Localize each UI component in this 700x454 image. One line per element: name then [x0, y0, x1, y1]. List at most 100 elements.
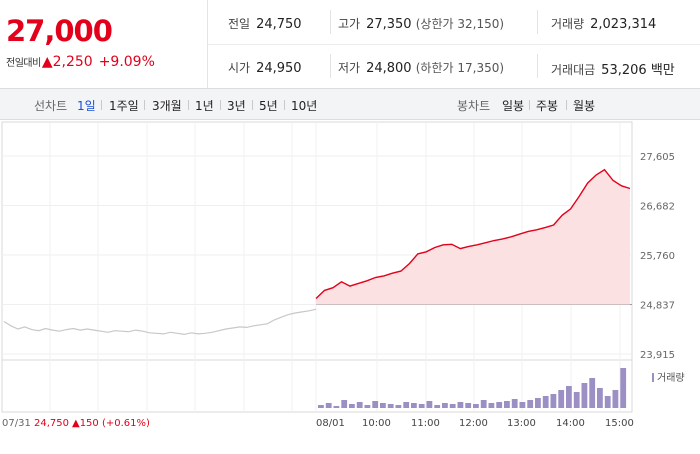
volume-bar	[426, 401, 433, 408]
tab-1d[interactable]: 1일	[77, 99, 96, 113]
tab-daily-candle[interactable]: 일봉	[502, 99, 525, 113]
divider	[529, 100, 530, 110]
x-tick-label: 12:00	[459, 418, 488, 429]
stat-value: 27,350	[366, 17, 412, 32]
change-row: 전일대비▲2,250 +9.09%	[6, 54, 155, 70]
lower-limit: (하한가 17,350)	[415, 61, 505, 75]
change-amount: 2,250	[52, 54, 93, 70]
volume-bar	[387, 404, 394, 408]
stat-value: 24,750	[256, 17, 302, 32]
volume-bar	[380, 403, 386, 408]
stat-label: 전일	[228, 17, 251, 31]
tab-3m[interactable]: 3개월	[152, 99, 182, 113]
volume-bar	[581, 383, 588, 408]
upper-limit: (상한가 32,150)	[415, 17, 505, 31]
stock-summary: 27,000 전일대비▲2,250 +9.09% 전일 24,750 고가 27,35…	[0, 0, 700, 88]
tab-5y[interactable]: 5년	[259, 99, 278, 113]
up-arrow-icon: ▲	[41, 54, 53, 70]
prev-day-close: 24,750	[34, 418, 69, 429]
volume-bar	[349, 404, 355, 408]
volume-bar	[341, 400, 348, 408]
plot-frame	[1, 121, 633, 413]
tab-1y[interactable]: 1년	[195, 99, 214, 113]
tab-1w[interactable]: 1주일	[109, 99, 139, 113]
line-chart-title: 선차트	[34, 99, 68, 113]
stat-unit: 백만	[650, 63, 675, 78]
volume-bar	[542, 396, 549, 408]
volume-bar	[465, 403, 472, 408]
volume-bar	[442, 403, 448, 408]
stat-high: 고가 27,350 (상한가 32,150)	[338, 15, 504, 32]
tab-monthly-candle[interactable]: 월봉	[573, 99, 596, 113]
current-price: 27,000	[6, 14, 113, 48]
volume-bar	[411, 403, 417, 408]
price-area-fill	[316, 169, 630, 305]
divider	[330, 54, 331, 78]
volume-bar	[535, 398, 541, 408]
x-tick-label: 10:00	[362, 418, 391, 429]
y-tick-label: 26,682	[640, 202, 675, 213]
row-divider	[208, 44, 700, 45]
y-tick-label: 27,605	[640, 152, 675, 163]
stat-value: 24,950	[256, 61, 302, 76]
tab-10y[interactable]: 10년	[291, 99, 318, 113]
volume-bar	[504, 401, 510, 408]
volume-bar	[620, 368, 627, 408]
divider	[330, 10, 331, 34]
stat-low: 저가 24,800 (하한가 17,350)	[338, 59, 504, 76]
stat-label: 시가	[228, 61, 251, 75]
volume-bar	[356, 402, 363, 408]
stat-open: 시가 24,950	[228, 59, 302, 76]
volume-bar	[589, 378, 596, 408]
divider	[252, 100, 253, 110]
volume-bar	[395, 405, 402, 408]
stat-value: 24,800	[366, 61, 412, 76]
stat-label: 거래량	[551, 17, 585, 31]
volume-bar	[519, 402, 526, 408]
y-tick-label: 25,760	[640, 251, 675, 262]
volume-bar	[550, 394, 557, 408]
divider	[284, 100, 285, 110]
volume-bar	[511, 399, 518, 408]
divider	[566, 100, 567, 110]
volume-bar	[604, 396, 611, 408]
price-chart[interactable]: 27,605 26,682 25,760 24,837 23,915 거래량 07/31 24…	[0, 120, 700, 450]
y-tick-label: 23,915	[640, 350, 675, 361]
volume-bar	[496, 402, 503, 408]
x-tick-label: 15:00	[605, 418, 634, 429]
volume-bar	[597, 388, 603, 408]
stat-prev-close: 전일 24,750	[228, 15, 302, 32]
tab-3y[interactable]: 3년	[227, 99, 246, 113]
divider	[537, 10, 538, 34]
today-price-line	[315, 168, 631, 300]
tab-weekly-candle[interactable]: 주봉	[536, 99, 559, 113]
volume-legend-label: 거래량	[657, 372, 685, 384]
stat-value: 53,206	[601, 63, 647, 78]
stat-volume: 거래량 2,023,314	[551, 15, 656, 32]
chart-period-tabs: 선차트 1일 1주일 3개월 1년 3년 5년 10년 봉차트 일봉 주봉 월봉	[0, 88, 700, 120]
x-tick-label: 14:00	[556, 418, 585, 429]
x-tick-label: 11:00	[411, 418, 440, 429]
volume-bar	[364, 405, 371, 408]
volume-bar	[449, 404, 456, 408]
volume-bar	[372, 401, 379, 408]
x-tick-label: 13:00	[507, 418, 536, 429]
x-tick-label: 07/31	[2, 418, 31, 429]
volume-bar	[558, 390, 565, 408]
prev-day-change: ▲150 (+0.61%)	[72, 418, 150, 429]
volume-bar	[403, 402, 410, 408]
volume-bar	[457, 402, 464, 408]
volume-bar	[566, 386, 572, 408]
volume-bar	[488, 403, 495, 408]
price-box: 27,000 전일대비▲2,250 +9.09%	[0, 0, 208, 88]
volume-bar	[333, 406, 340, 408]
stat-amount: 거래대금 53,206 백만	[551, 59, 675, 78]
volume-bar	[480, 400, 487, 408]
volume-bar	[434, 405, 441, 408]
volume-bar	[573, 392, 580, 408]
divider	[220, 100, 221, 110]
candle-chart-title: 봉차트	[457, 99, 491, 113]
volume-bar	[418, 404, 425, 408]
prev-day-price-line	[3, 308, 317, 336]
divider	[144, 100, 145, 110]
